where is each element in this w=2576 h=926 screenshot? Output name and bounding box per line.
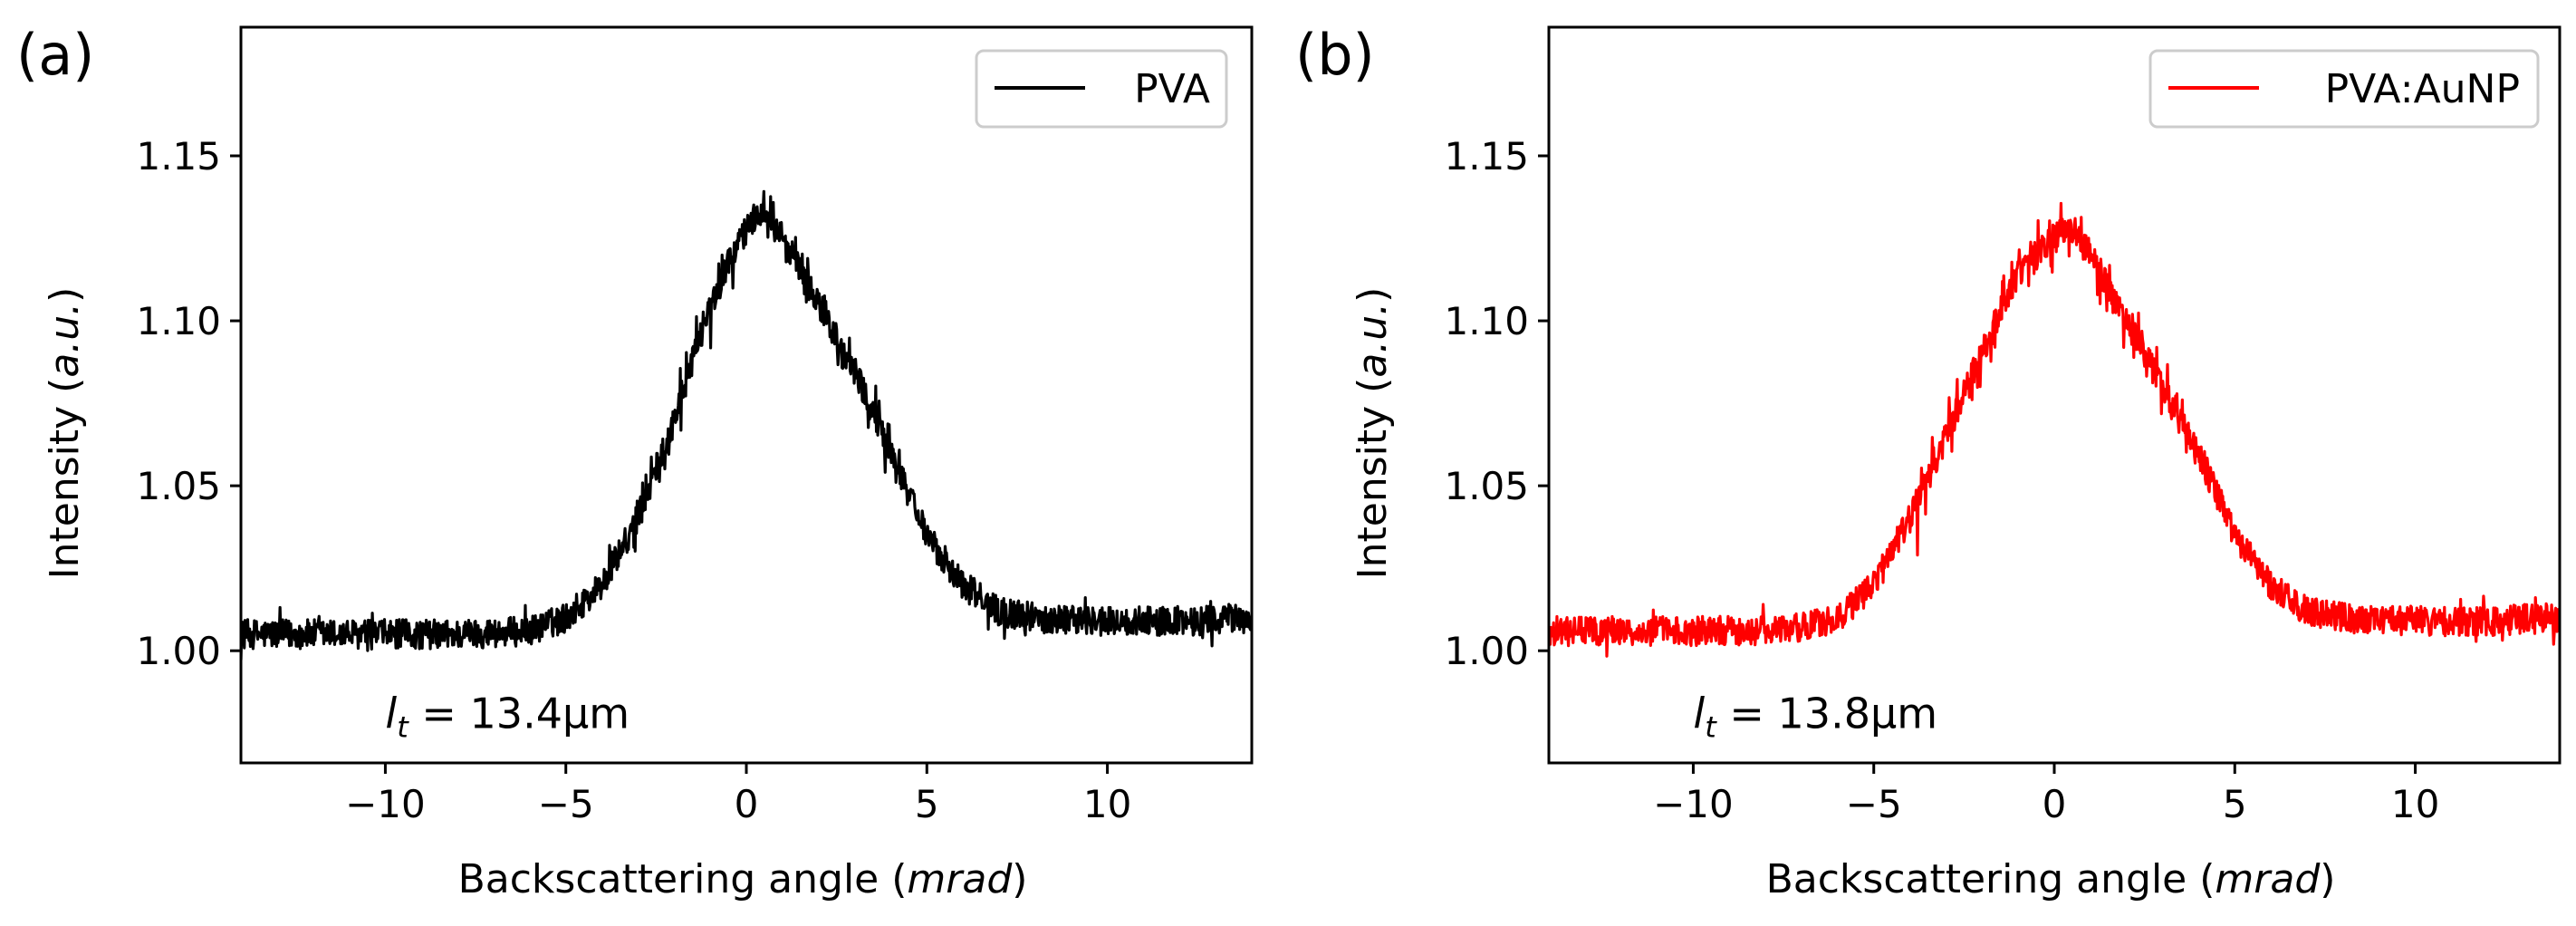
- y-tick-label-a: 1.10: [136, 299, 221, 343]
- y-tick-label-b: 1.15: [1444, 134, 1529, 178]
- x-tick-label-b: −5: [1846, 782, 1902, 826]
- legend-box-a: [975, 49, 1228, 129]
- x-tick-label-b: −10: [1653, 782, 1734, 826]
- series-line-a: [241, 189, 1252, 661]
- y-tick-label-b: 1.00: [1444, 629, 1529, 673]
- y-tick-label-a: 1.15: [136, 134, 221, 178]
- legend-label-b: PVA:AuNP: [2325, 66, 2520, 112]
- plot-area-a: −10 −5 0 5 10 1.00 1.05 1.10 1.15 lt = 13.4μm: [136, 25, 1254, 826]
- y-axis-label-a: Intensity (a.u.): [42, 287, 88, 580]
- x-tick-label-b: 0: [2043, 782, 2067, 826]
- x-axis-label-b: Backscattering angle (mrad): [1766, 856, 2336, 902]
- y-tick-label-a: 1.00: [136, 629, 221, 673]
- axes-frame-a: [239, 25, 1254, 765]
- x-tick-label-b: 5: [2223, 782, 2247, 826]
- legend-label-a: PVA: [1134, 66, 1210, 112]
- axes-frame-b: [1547, 25, 2562, 765]
- y-tick-label-b: 1.05: [1444, 464, 1529, 508]
- y-tick-label-a: 1.05: [136, 464, 221, 508]
- legend-box-b: [2148, 49, 2540, 129]
- x-axis-label-a: Backscattering angle (mrad): [458, 856, 1028, 902]
- series-line-b: [1549, 201, 2560, 658]
- y-axis-label-b: Intensity (a.u.): [1350, 287, 1396, 580]
- x-tick-label-a: 0: [735, 782, 759, 826]
- legend-a: PVA: [975, 49, 1228, 129]
- panel-label-a: (a): [16, 22, 94, 88]
- annotation-lt-b: lt = 13.8μm: [1693, 689, 1937, 744]
- panel-a: (a) −10 −5 0 5 10 1.00 1.05 1.10 1.15 lt = 13.4μm…: [16, 22, 1254, 902]
- plot-area-b: −10 −5 0 5 10 1.00 1.05 1.10 1.15 lt = 13.8μm: [1444, 25, 2562, 826]
- panel-label-b: (b): [1295, 22, 1375, 88]
- legend-b: PVA:AuNP: [2148, 49, 2540, 129]
- annotation-lt-a: lt = 13.4μm: [385, 689, 630, 744]
- x-tick-label-a: −10: [345, 782, 426, 826]
- x-tick-label-a: 5: [915, 782, 939, 826]
- panel-b: (b) −10 −5 0 5 10 1.00 1.05 1.10 1.15 lt = 13.8μm…: [1295, 22, 2562, 902]
- x-tick-label-a: 10: [1083, 782, 1131, 826]
- y-tick-label-b: 1.10: [1444, 299, 1529, 343]
- x-tick-label-b: 10: [2391, 782, 2439, 826]
- x-tick-label-a: −5: [538, 782, 594, 826]
